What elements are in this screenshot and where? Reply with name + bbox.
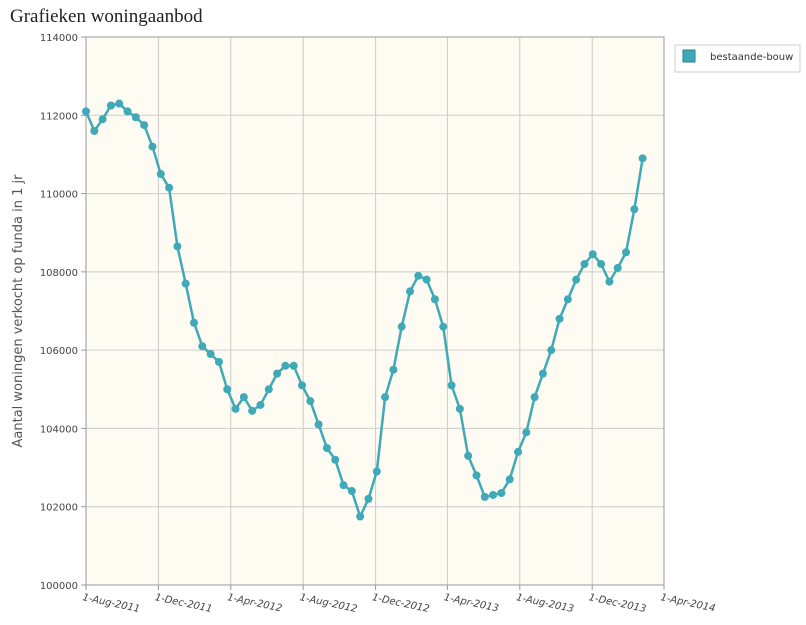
data-point [622, 248, 631, 257]
data-point [597, 260, 606, 269]
x-tick-label: 1-Aug-2012 [299, 592, 359, 615]
series-line [84, 102, 644, 520]
plot-area [86, 37, 664, 585]
data-point [630, 205, 639, 214]
data-point [430, 295, 439, 304]
data-point [198, 342, 207, 351]
data-point [497, 489, 506, 498]
data-point [322, 444, 331, 452]
data-point [422, 275, 431, 284]
data-point [638, 154, 647, 163]
data-point [156, 170, 165, 178]
data-point [489, 490, 498, 499]
data-point [381, 393, 390, 402]
data-point [90, 126, 99, 135]
data-point [82, 107, 90, 116]
data-point [148, 142, 157, 151]
data-point [372, 467, 381, 476]
x-tick-label: 1-Dec-2011 [154, 592, 213, 615]
data-point [264, 385, 273, 394]
y-tick-label: 114000 [40, 33, 78, 44]
data-point [256, 400, 265, 409]
data-point [464, 451, 473, 460]
data-point [123, 107, 132, 116]
y-tick-label: 108000 [40, 268, 78, 279]
data-point [613, 263, 622, 272]
data-point [439, 322, 448, 331]
data-point [572, 275, 581, 284]
x-tick-label: 1-Apr-2013 [443, 592, 500, 614]
data-point [331, 455, 340, 464]
data-point [347, 487, 356, 496]
data-point [480, 492, 489, 501]
y-tick-label: 102000 [40, 503, 78, 514]
data-point [115, 99, 124, 108]
data-point [580, 260, 589, 269]
data-point [173, 242, 182, 251]
y-tick-label: 110000 [40, 190, 78, 201]
data-point [447, 381, 456, 390]
data-point [406, 287, 415, 296]
x-tick-label: 1-Dec-2012 [371, 592, 430, 615]
data-point [281, 361, 290, 370]
data-point [397, 322, 406, 331]
data-point [563, 295, 572, 304]
data-point [547, 346, 556, 355]
x-tick-label: 1-Apr-2012 [226, 592, 283, 614]
data-point [472, 471, 481, 480]
data-point [455, 404, 464, 413]
data-point [98, 115, 107, 124]
data-point [522, 428, 531, 437]
data-point [514, 447, 523, 456]
data-point [181, 279, 190, 288]
data-point [530, 393, 539, 402]
y-tick-label: 106000 [40, 346, 78, 357]
plot-border [85, 36, 665, 586]
data-point [273, 369, 282, 378]
data-point [289, 361, 298, 370]
legend-label: bestaande-bouw [710, 52, 793, 63]
data-point [165, 183, 174, 192]
data-point [364, 494, 373, 503]
x-tick-label: 1-Aug-2011 [81, 592, 141, 615]
data-point [214, 357, 223, 366]
data-point [605, 277, 614, 286]
legend-swatch [682, 49, 696, 63]
data-point [239, 393, 248, 402]
chart-title: Grafieken woningaanbod [10, 6, 203, 27]
data-point [190, 318, 199, 327]
data-point [206, 350, 215, 359]
data-point [223, 385, 232, 394]
data-point [131, 113, 140, 122]
x-tick-label: 1-Aug-2013 [515, 592, 575, 615]
data-point [306, 397, 315, 406]
legend [674, 44, 801, 73]
data-point [555, 314, 564, 323]
data-point [389, 365, 398, 374]
y-tick-label: 104000 [40, 424, 78, 435]
data-point [339, 481, 348, 490]
data-point [140, 121, 149, 130]
x-tick-label: 1-Dec-2013 [588, 592, 647, 615]
data-point [505, 475, 514, 484]
data-point [106, 101, 115, 110]
data-point [248, 406, 257, 415]
y-tick-label: 100000 [40, 581, 78, 592]
data-point [356, 512, 365, 521]
y-axis-label: Aantal woningen verkocht op funda in 1 j… [11, 174, 26, 448]
data-point [588, 250, 597, 259]
data-point [298, 381, 307, 390]
data-point [231, 404, 240, 413]
data-point [314, 420, 323, 429]
data-point [538, 369, 547, 378]
data-point [414, 271, 423, 280]
y-tick-label: 112000 [40, 111, 78, 122]
x-tick-label: 1-Apr-2014 [659, 592, 716, 614]
